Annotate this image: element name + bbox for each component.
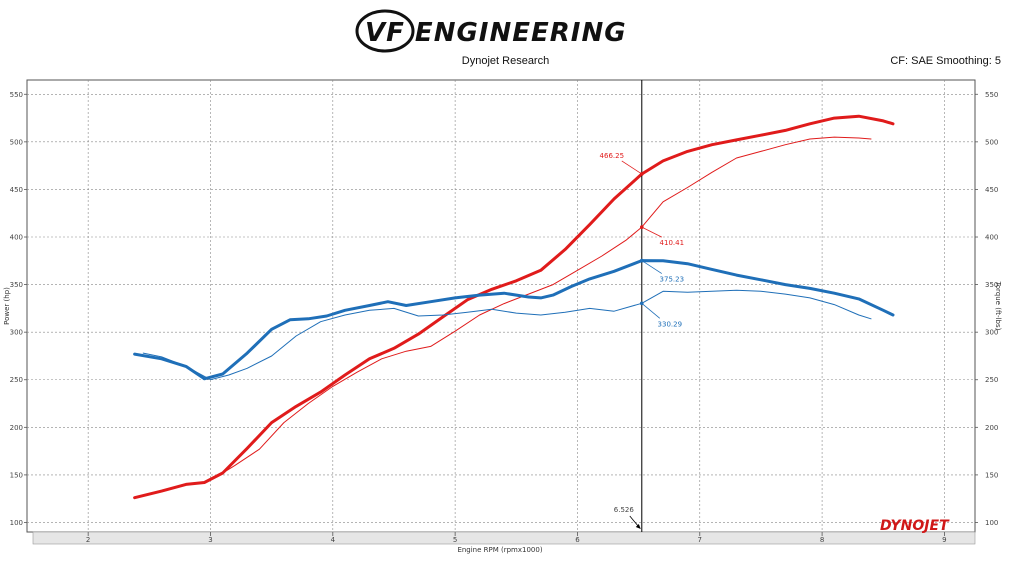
- power-modified-line: [133, 114, 895, 500]
- x-axis: 2 3 4 5 6 7 8 9: [86, 532, 947, 544]
- y-tick-label-left: 550: [10, 91, 23, 99]
- y-tick-label-left: 350: [10, 281, 23, 289]
- y-tick-label-right: 550: [985, 91, 998, 99]
- torque-modified-annotation-label: 375.23: [660, 276, 685, 284]
- chart-subtitle: Dynojet Research: [461, 55, 550, 67]
- series-lines: [133, 114, 895, 500]
- torque-stock-annotation-point: [639, 301, 644, 306]
- y-tick-label-left: 150: [10, 471, 23, 479]
- y-axis-right: 100 150 200 250 300 350 400 450 500 550: [975, 91, 998, 527]
- y-tick-label-left: 250: [10, 376, 23, 384]
- y-tick-label-right: 150: [985, 471, 998, 479]
- y-tick-label-right: 400: [985, 234, 998, 242]
- logo-text: VF ENGINEERING: [365, 18, 627, 48]
- plot-area: [26, 79, 976, 533]
- vf-engineering-logo: VF ENGINEERING: [355, 9, 627, 53]
- y-tick-label-right: 450: [985, 186, 998, 194]
- power-stock-annotation-leader: [641, 226, 662, 238]
- grid-lines: [27, 80, 975, 532]
- torque-modified-line: [133, 259, 895, 381]
- y-axis-left: 100 150 200 250 300 350 400 450 500 550: [10, 91, 27, 527]
- torque-stock-annotation-leader: [641, 303, 661, 319]
- x-axis-title: Engine RPM (rpmx1000): [457, 546, 542, 554]
- y-tick-label-right: 200: [985, 424, 998, 432]
- x-tick-label: 6: [575, 536, 580, 544]
- rpm-cursor-arrowhead: [635, 524, 641, 529]
- y-tick-label-right: 300: [985, 329, 998, 337]
- dynojet-brand-logo: DYNOJET: [880, 518, 950, 534]
- value-annotations: 466.25 410.41 375.23 330.29: [600, 152, 685, 328]
- torque-modified-annotation-leader: [641, 260, 663, 274]
- power-stock-line: [216, 136, 872, 478]
- dynojet-brand-text: DYNOJET: [880, 518, 950, 534]
- power-modified-annotation-point: [639, 172, 644, 176]
- power-stock-annotation-label: 410.41: [660, 239, 685, 247]
- x-tick-label: 8: [820, 536, 824, 544]
- y-tick-label-left: 500: [10, 138, 23, 146]
- y-tick-label-left: 450: [10, 186, 23, 194]
- y-tick-label-left: 100: [10, 519, 23, 527]
- x-tick-label: 9: [942, 536, 946, 544]
- power-modified-annotation-label: 466.25: [600, 152, 625, 160]
- y-axis-left-title: Power (hp): [3, 287, 11, 325]
- x-tick-label: 5: [453, 536, 457, 544]
- correction-settings: CF: SAE Smoothing: 5: [890, 55, 1001, 67]
- x-tick-label: 7: [698, 536, 702, 544]
- rpm-cursor: 6.526: [614, 80, 643, 532]
- y-tick-label-right: 100: [985, 519, 998, 527]
- x-axis-band: [32, 531, 976, 545]
- y-tick-label-left: 200: [10, 424, 23, 432]
- y-tick-label-left: 300: [10, 329, 23, 337]
- logo-swoosh: [355, 9, 415, 53]
- power-modified-annotation-leader: [621, 160, 643, 175]
- torque-stock-line: [142, 289, 872, 381]
- y-axis-right-title: Torque (ft-lbs): [994, 281, 1002, 331]
- x-tick-label: 3: [208, 536, 212, 544]
- y-tick-label-right: 250: [985, 376, 998, 384]
- rpm-cursor-label: 6.526: [614, 506, 635, 514]
- x-tick-label: 4: [331, 536, 336, 544]
- y-tick-label-right: 350: [985, 281, 998, 289]
- torque-stock-annotation-label: 330.29: [658, 320, 683, 328]
- y-tick-label-left: 400: [10, 234, 23, 242]
- y-tick-label-right: 500: [985, 138, 998, 146]
- torque-modified-annotation-point: [639, 258, 644, 263]
- x-tick-label: 2: [86, 536, 90, 544]
- power-stock-annotation-point: [639, 225, 644, 229]
